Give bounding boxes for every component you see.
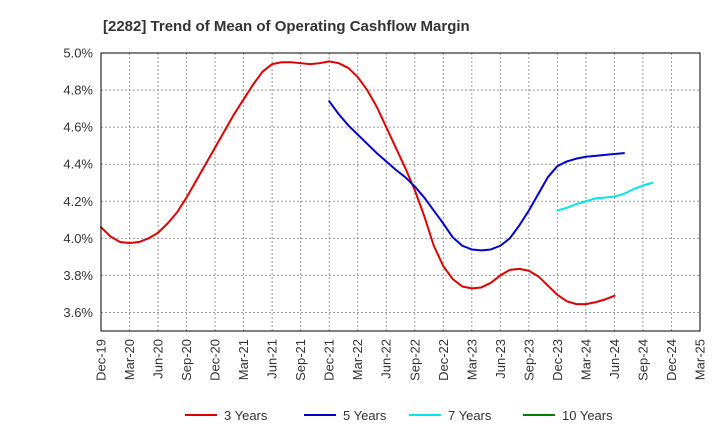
x-tick-label: Dec-19: [94, 339, 109, 381]
series-line-3-years: [100, 60, 616, 306]
x-tick-label: Mar-21: [236, 339, 251, 380]
x-tick-label: Sep-21: [293, 339, 308, 381]
series-line-7-years: [556, 181, 654, 212]
x-tick-label: Mar-22: [350, 339, 365, 380]
x-tick-label: Sep-24: [635, 339, 650, 381]
y-tick-label: 3.8%: [63, 268, 93, 283]
x-tick-label: Jun-24: [607, 339, 622, 379]
chart-title: [2282] Trend of Mean of Operating Cashfl…: [103, 18, 470, 35]
series-layer: [100, 60, 654, 306]
x-tick-label: Jun-21: [265, 339, 280, 379]
x-tick-label: Dec-22: [436, 339, 451, 381]
series-line-5-years: [328, 100, 625, 252]
plot-border: [100, 52, 701, 332]
plot-background: [101, 53, 700, 331]
x-tick-label: Mar-23: [464, 339, 479, 380]
y-tick-label: 5.0%: [63, 46, 93, 61]
x-tick-label: Dec-24: [664, 339, 679, 381]
plot-area: [101, 53, 700, 331]
y-tick-label: 4.6%: [63, 120, 93, 135]
legend-label: 5 Years: [343, 408, 387, 423]
y-tick-label: 4.8%: [63, 83, 93, 98]
x-tick-label: Jun-22: [379, 339, 394, 379]
legend-label: 10 Years: [562, 408, 613, 423]
x-tick-label: Sep-22: [407, 339, 422, 381]
x-tick-label: Dec-23: [550, 339, 565, 381]
x-tick-label: Jun-20: [151, 339, 166, 379]
axes: Dec-19 Mar-20 Jun-20 Sep-20 Dec-20 Mar-21 Jun-…: [63, 46, 707, 381]
x-tick-label: Mar-25: [693, 339, 708, 380]
x-tick-label: Jun-23: [493, 339, 508, 379]
x-tick-label: Dec-20: [208, 339, 223, 381]
x-tick-label: Mar-24: [578, 339, 593, 380]
legend: 3 Years 5 Years 7 Years 10 Years: [185, 408, 613, 423]
x-tick-label: Dec-21: [322, 339, 337, 381]
x-tick-label: Sep-23: [521, 339, 536, 381]
x-tick-label: Mar-20: [122, 339, 137, 380]
y-tick-label: 4.4%: [63, 157, 93, 172]
legend-label: 7 Years: [448, 408, 492, 423]
legend-label: 3 Years: [224, 408, 268, 423]
y-tick-label: 4.2%: [63, 194, 93, 209]
x-tick-label: Sep-20: [179, 339, 194, 381]
y-tick-label: 3.6%: [63, 305, 93, 320]
y-tick-label: 4.0%: [63, 231, 93, 246]
